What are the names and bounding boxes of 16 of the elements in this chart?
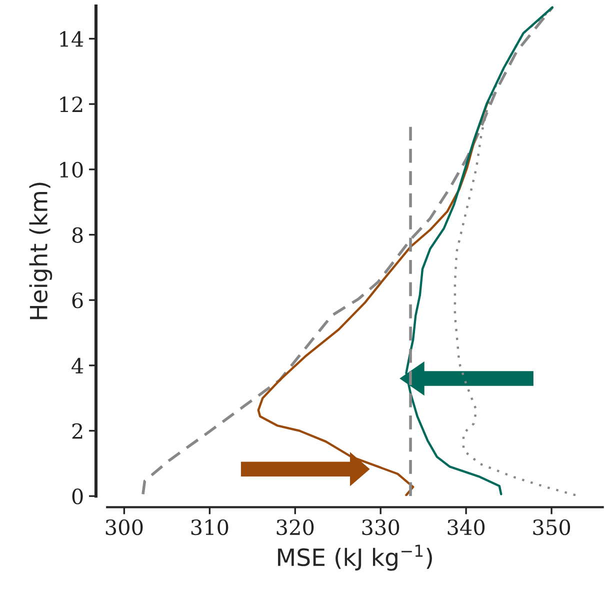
- y-tick-label: 6: [72, 292, 83, 308]
- x-axis-title: MSE (kJ kg$^{−1}$): [278, 544, 432, 571]
- x-tick-label: 330: [362, 519, 400, 536]
- y-tick-label: 12: [60, 96, 82, 112]
- x-tick-label: 320: [276, 519, 314, 536]
- y-tick-label: 2: [72, 423, 82, 439]
- y-tick-label: 10: [60, 162, 83, 178]
- y-tick-label: 8: [72, 227, 83, 243]
- y-tick-label: 14: [60, 31, 84, 47]
- y-axis-title: Height (km): [29, 182, 52, 320]
- y-tick-label: 4: [72, 358, 84, 374]
- x-tick-label: 310: [191, 519, 228, 536]
- x-tick-label: 300: [106, 519, 143, 536]
- y-tick-label: 0: [72, 488, 83, 504]
- x-tick-label: 350: [533, 519, 570, 536]
- x-tick-label: 340: [448, 519, 485, 536]
